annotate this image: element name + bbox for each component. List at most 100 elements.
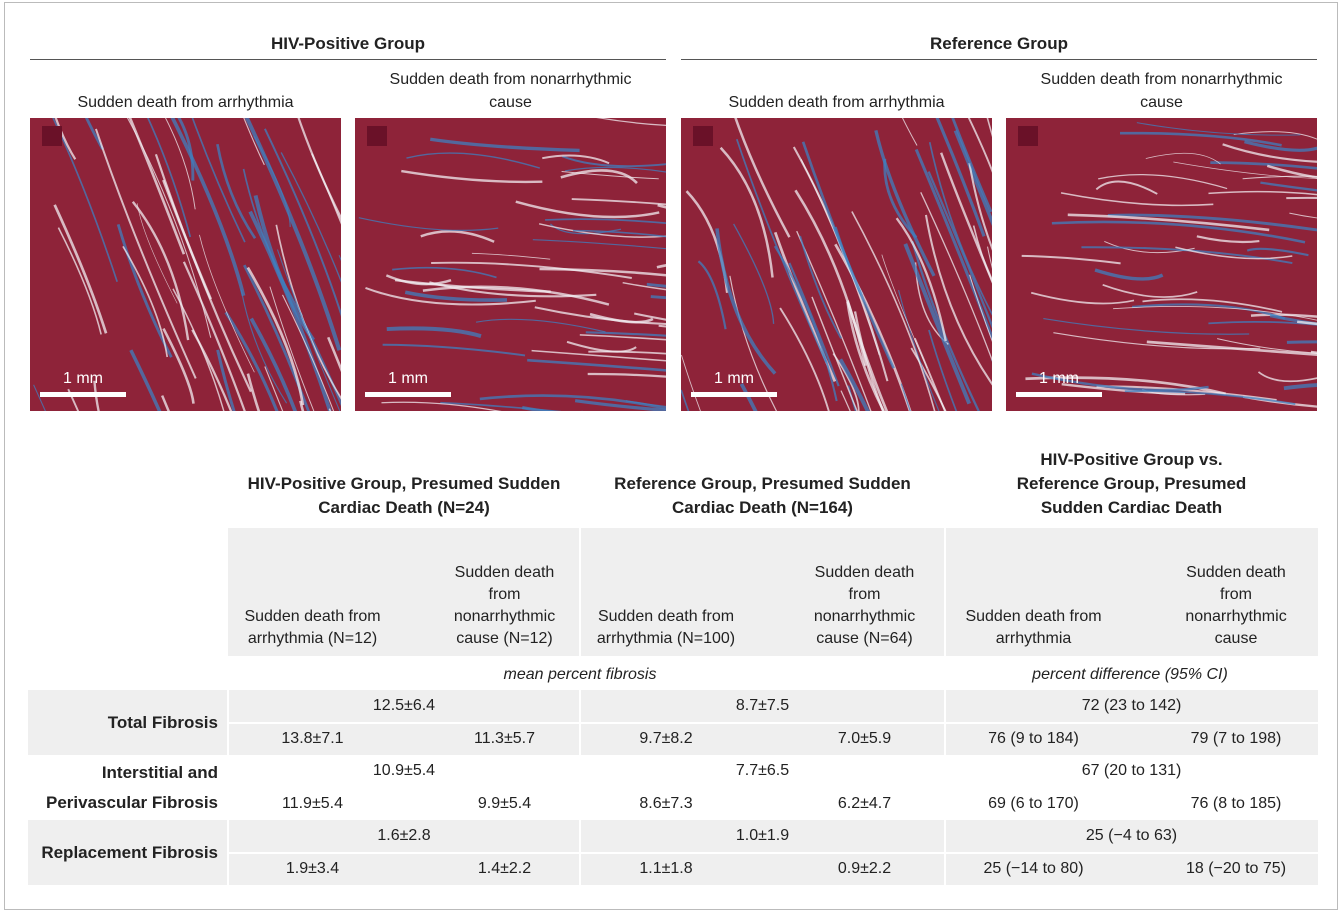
collagen-strand: [479, 394, 666, 410]
cause-value: 25 (−14 to 80): [983, 860, 1084, 877]
collagen-strand: [1131, 303, 1286, 320]
collagen-strand: [170, 118, 246, 297]
cause-value: 11.3±5.7: [474, 730, 535, 747]
collagen-strand: [52, 118, 118, 283]
tissue-gap: [431, 261, 632, 279]
collagen-strand: [927, 171, 992, 329]
tissue-gap: [299, 400, 305, 411]
collagen-strand: [715, 228, 777, 375]
scale-label: 1 mm: [63, 370, 103, 387]
collagen-strand: [240, 289, 288, 404]
column-header: Sudden death from arrhythmia (N=12): [244, 608, 381, 647]
cause-value: 7.0±5.9: [837, 730, 892, 747]
tissue-gap: [579, 334, 666, 341]
tissue-gap: [571, 198, 666, 206]
cause-value: 0.9±2.2: [837, 860, 892, 877]
collagen-strand: [358, 217, 499, 231]
collagen-strand: [697, 260, 727, 330]
scale-label: 1 mm: [388, 370, 428, 387]
collagen-strand: [735, 138, 827, 363]
row-label: Interstitial and Perivascular Fibrosis: [46, 762, 218, 812]
collagen-strand: [625, 400, 666, 408]
row-label: Replacement Fibrosis: [41, 842, 218, 862]
tissue-gap: [126, 118, 212, 338]
collagen-strand: [1246, 247, 1309, 257]
collagen-strand: [406, 152, 540, 169]
scale-bar: [691, 392, 777, 397]
tissue-gap: [264, 366, 284, 411]
tissue-gap: [968, 162, 992, 251]
tissue-gap: [182, 261, 246, 411]
collagen-strand: [799, 235, 842, 339]
tissue-gap: [1102, 284, 1198, 298]
overall-value: 10.9±5.4: [372, 762, 436, 779]
panel-marker: [693, 126, 713, 146]
tissue-gap: [1266, 164, 1317, 179]
cause-value: 76 (9 to 184): [988, 730, 1079, 747]
tissue-gap: [681, 354, 701, 411]
cause-value: 1.4±2.2: [477, 860, 532, 877]
tissue-gap: [246, 266, 305, 406]
cause-value: 79 (7 to 198): [1190, 730, 1282, 747]
tissue-gap: [969, 274, 992, 342]
collagen-strand: [532, 239, 666, 250]
tissue-gap: [972, 225, 992, 283]
tissue-gap: [199, 234, 255, 373]
collagen-strand: [392, 266, 497, 279]
collagen-strand: [224, 311, 279, 411]
tissue-gap: [515, 200, 660, 219]
collagen-strand: [545, 218, 666, 224]
collagen-strand: [801, 141, 895, 369]
histology-image: [681, 118, 992, 411]
tissue-gap: [920, 192, 992, 362]
tissue-gap: [796, 230, 872, 411]
tissue-gap: [588, 350, 666, 355]
scale-bar: [40, 392, 126, 397]
collagen-strand: [951, 118, 992, 213]
cause-value: 76 (8 to 185): [1190, 795, 1282, 812]
tissue-gap: [162, 327, 195, 404]
collagen-strand: [1107, 213, 1317, 232]
cause-value: 6.2±4.7: [837, 795, 892, 812]
tissue-gap: [853, 311, 885, 411]
collagen-strand: [177, 118, 195, 181]
column-separator: [944, 820, 946, 885]
tissue-gap: [1222, 143, 1317, 163]
cause-value: 9.7±8.2: [639, 730, 693, 747]
units-label: mean percent fibrosis: [503, 666, 657, 683]
tissue-gap: [297, 118, 341, 221]
histology-image: [1006, 118, 1317, 411]
cause-value: 8.6±7.3: [639, 795, 693, 812]
collagen-strand: [430, 137, 580, 153]
cause-value: 1.1±1.8: [639, 860, 693, 877]
tissue-gap: [282, 294, 335, 411]
tissue-gap: [385, 274, 452, 286]
scale-bar: [365, 392, 451, 397]
histology-image: [355, 118, 666, 411]
tissue-gap: [560, 169, 638, 185]
collagen-strand: [1051, 220, 1306, 244]
image-caption: Sudden death from nonarrhythmic cause: [389, 71, 632, 111]
collagen-strand: [1136, 122, 1301, 136]
collagen-strand: [84, 118, 104, 150]
overall-value: 72 (23 to 142): [1081, 697, 1182, 714]
column-group-title: Reference Group, Presumed Sudden Cardiac…: [614, 474, 911, 517]
column-separator: [227, 755, 229, 820]
collagen-strand: [1043, 317, 1250, 335]
tissue-gap: [542, 154, 610, 165]
collagen-strand: [1210, 161, 1317, 170]
tissue: [681, 118, 992, 411]
collagen-strand: [386, 326, 482, 339]
scale-label: 1 mm: [714, 370, 754, 387]
overall-value: 1.6±2.8: [377, 827, 431, 844]
row-divider: [228, 722, 1318, 724]
collagen-strand: [1260, 181, 1317, 192]
collagen-strand: [1124, 390, 1296, 405]
collagen-strand: [216, 143, 257, 240]
tissue-gap: [1286, 196, 1317, 200]
tissue-gap: [902, 118, 918, 146]
tissue-gap: [881, 254, 928, 369]
column-header: Sudden death from nonarrhythmic cause: [1185, 564, 1287, 647]
tissue-gap: [95, 128, 197, 379]
collagen-strand: [574, 399, 666, 411]
